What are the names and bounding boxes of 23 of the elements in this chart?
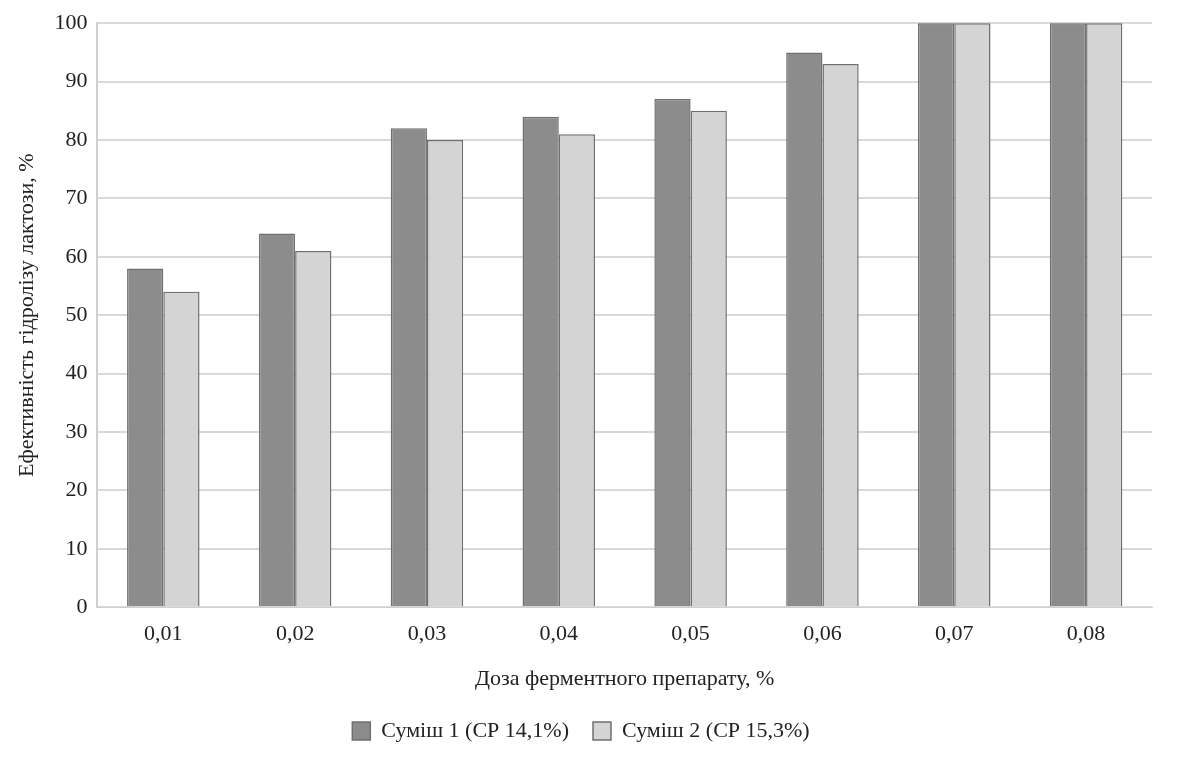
x-tick-label: 0,07: [935, 620, 974, 646]
x-tick-label: 0,02: [275, 620, 315, 646]
y-tick-label: 10: [65, 534, 88, 560]
y-tick-label: 40: [65, 359, 88, 385]
y-tick-label: 70: [65, 184, 88, 210]
y-axis-title: Ефективність гідролізу лактози, %: [12, 153, 38, 477]
y-tick-label: 80: [65, 125, 88, 151]
y-tick-label: 30: [65, 417, 88, 443]
y-tick-label: 60: [65, 242, 88, 268]
y-tick-label: 90: [65, 67, 88, 93]
x-tick-label: 0,08: [1066, 620, 1106, 646]
y-tick-label: 50: [65, 300, 88, 326]
legend-label: Суміш 1 (СР 14,1%): [381, 716, 569, 742]
x-tick-label: 0,03: [407, 620, 447, 646]
legend-label: Суміш 2 (СР 15,3%): [622, 716, 810, 742]
y-tick-label: 100: [54, 8, 88, 34]
x-tick-label: 0,06: [803, 620, 842, 646]
x-tick-label: 0,04: [539, 620, 579, 646]
y-tick-label: 20: [65, 476, 88, 502]
x-tick-label: 0,01: [144, 620, 183, 646]
y-tick-label: 0: [76, 592, 88, 618]
x-axis-title: Доза ферментного препарату, %: [475, 664, 775, 690]
x-tick-label: 0,05: [671, 620, 710, 646]
